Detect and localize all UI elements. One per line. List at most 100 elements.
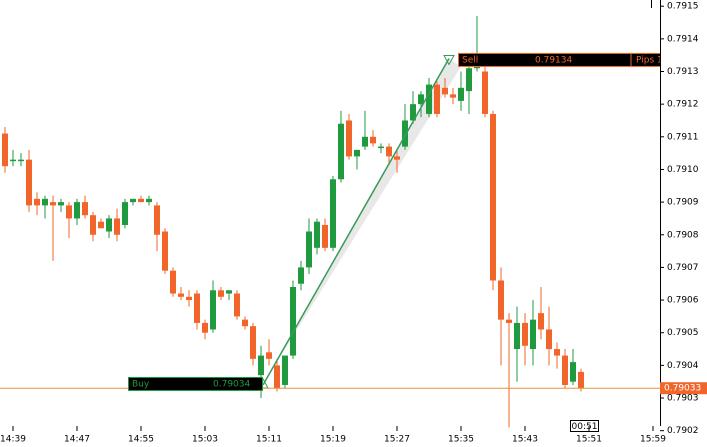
candle-body [402, 120, 408, 147]
x-tick-label: 14:39 [0, 435, 26, 445]
candle-body [306, 231, 312, 268]
trend-channel [263, 58, 461, 385]
buy-box [128, 376, 263, 391]
candle-body [58, 202, 64, 206]
x-tick-label: 14:47 [64, 435, 90, 445]
candle-body [490, 113, 496, 281]
candle-body [122, 202, 128, 225]
y-tick-label: 0.7905 [667, 328, 699, 338]
candle-body [106, 218, 112, 232]
candle-body [506, 319, 512, 323]
candle-body [538, 313, 544, 330]
candle-body [370, 136, 376, 144]
candle-body [74, 202, 80, 219]
candle-body [314, 221, 320, 248]
candle-body [290, 287, 296, 356]
buy-price: 0.79034 [213, 379, 250, 389]
timer-label: 00:51 [572, 422, 598, 432]
candle-body [202, 322, 208, 333]
x-tick-label: 15:35 [448, 435, 474, 445]
candle-body [90, 215, 96, 235]
candle-body [442, 87, 448, 95]
candle-body [258, 355, 264, 376]
y-tick-label: 0.7912 [667, 100, 699, 110]
candle-body [170, 270, 176, 294]
candle-body [322, 224, 328, 248]
candle-body [562, 355, 568, 385]
candle-body [114, 218, 120, 235]
x-tick-label: 14:55 [128, 435, 154, 445]
y-tick-label: 0.7910 [667, 165, 699, 175]
trend-line [262, 58, 450, 386]
candle-body [434, 84, 440, 114]
candle-body [530, 319, 536, 350]
candle-body [346, 120, 352, 157]
trend-arrow-end [443, 54, 455, 66]
candle-body [242, 319, 248, 327]
candle-body [570, 362, 576, 382]
candle-body [394, 156, 400, 160]
candle-body [26, 159, 32, 206]
candle-body [162, 231, 168, 271]
candle-body [378, 146, 384, 149]
sell-box [458, 52, 660, 67]
y-tick-label: 0.7913 [667, 67, 699, 77]
x-tick-label: 15:03 [192, 435, 218, 445]
plot-area [0, 15, 660, 428]
candle-body [130, 198, 136, 203]
candle-body [138, 198, 144, 203]
y-tick-label: 0.7904 [667, 361, 699, 371]
candle-body [66, 205, 72, 219]
candle-body [250, 326, 256, 359]
candle-body [210, 290, 216, 330]
candle-body [354, 149, 360, 157]
x-tick-label: 15:11 [256, 435, 282, 445]
candle-body [2, 133, 8, 167]
candle-body [50, 202, 56, 206]
candle-body [362, 136, 368, 147]
candle-body [82, 202, 88, 216]
y-tick-label: 0.7906 [667, 296, 699, 306]
candle-body [98, 221, 104, 229]
candle-body [42, 198, 48, 206]
candle-body [186, 296, 192, 301]
candle-body [522, 322, 528, 346]
y-tick-label: 0.7911 [667, 132, 699, 142]
candle-body [418, 94, 424, 105]
candle-body [234, 293, 240, 317]
candle-body [282, 355, 288, 385]
candle-body [146, 198, 152, 203]
candle-body [426, 84, 432, 114]
y-tick-label: 0.7915 [667, 2, 699, 12]
buy-label: Buy [132, 379, 150, 389]
sell-group: Sell 0.79134 Pips 10 [458, 52, 660, 67]
candle-body [266, 352, 272, 359]
candle-body [578, 371, 584, 389]
x-tick-label: 15:43 [512, 435, 538, 445]
candle-body [482, 71, 488, 114]
current-price-label: 0.79033 [664, 384, 701, 394]
candle-body [338, 123, 344, 180]
candle-body [18, 159, 24, 162]
candle-body [514, 322, 520, 350]
y-tick-label: 0.7903 [667, 394, 699, 404]
y-tick-label: 0.7908 [667, 230, 699, 240]
current-price-box [660, 382, 707, 395]
overlay: 0.79033 Buy 0.79034 Sell 0.79134 Pips 10 00:51 [128, 52, 707, 432]
candle-body [554, 349, 560, 356]
candle-body [330, 179, 336, 248]
candle-body [466, 68, 472, 92]
candle-body [194, 293, 200, 323]
y-tick-label: 0.7902 [667, 426, 699, 436]
candle-body [10, 159, 16, 162]
candle-body [218, 290, 224, 297]
x-tick-label: 15:59 [640, 435, 666, 445]
candle-body [410, 104, 416, 121]
candle-body [298, 267, 304, 284]
candle-body [386, 146, 392, 157]
y-tick-label: 0.7909 [667, 198, 699, 208]
candle-body [226, 290, 232, 294]
timer-box [570, 420, 599, 432]
sell-price: 0.79134 [535, 55, 572, 65]
